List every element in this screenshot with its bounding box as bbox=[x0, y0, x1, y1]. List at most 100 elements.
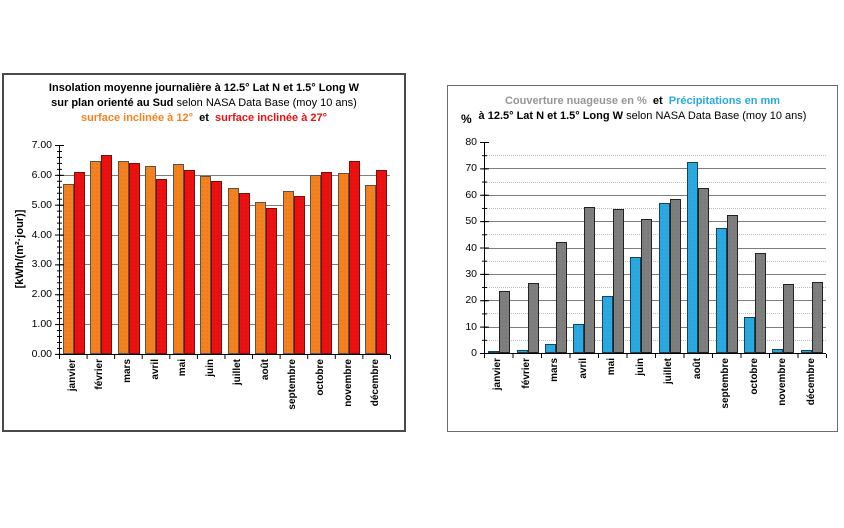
legend-couverture: Couverture nuageuse en % bbox=[504, 95, 647, 107]
bar-octobre-couverture-nuageuse-en- bbox=[755, 252, 766, 353]
y-tick-label-7.00: 7.00 bbox=[31, 139, 52, 151]
month-label-décembre: décembre bbox=[805, 358, 817, 406]
bar-juin-surface-inclin-e-27- bbox=[211, 180, 223, 354]
bar-octobre-surface-inclin-e-12- bbox=[310, 174, 322, 354]
month-label-août: août bbox=[691, 358, 703, 380]
title-et: et bbox=[652, 95, 663, 107]
month-cell-octobre: octobre bbox=[307, 356, 335, 430]
insolation-month-labels: janvier février mars avril mai juin juillet aoû… bbox=[59, 356, 390, 430]
bar-juillet-surface-inclin-e-27- bbox=[238, 192, 250, 354]
month-cell-avril: avril bbox=[570, 355, 599, 429]
bar-décembre-surface-inclin-e-27- bbox=[376, 170, 388, 354]
bar-janvier-couverture-nuageuse-en- bbox=[499, 291, 511, 353]
y-tick-label-10: 10 bbox=[465, 320, 477, 333]
gridline bbox=[484, 339, 826, 341]
gridline bbox=[484, 181, 826, 183]
y-tick-label-50: 50 bbox=[465, 215, 477, 228]
bar-septembre-surface-inclin-e-12- bbox=[282, 191, 294, 354]
legend-surface-27: surface inclinée à 27° bbox=[215, 112, 328, 124]
x-axis-line bbox=[484, 353, 826, 354]
month-label-mai: mai bbox=[606, 358, 618, 376]
bar-avril-pr-cipitations-en-mm bbox=[573, 324, 585, 353]
bar-group-avril bbox=[143, 145, 171, 354]
bar-février-surface-inclin-e-12- bbox=[90, 161, 102, 354]
month-cell-janvier: janvier bbox=[59, 356, 87, 430]
insolation-plot-area bbox=[55, 145, 391, 359]
bars-layer bbox=[60, 145, 390, 354]
bar-janvier-surface-inclin-e-12- bbox=[62, 183, 74, 354]
month-label-décembre: décembre bbox=[370, 359, 382, 407]
bar-group-juin bbox=[198, 145, 226, 354]
bar-group-mai bbox=[599, 142, 627, 353]
bar-group-octobre bbox=[741, 142, 769, 353]
gridline bbox=[484, 168, 826, 170]
bar-décembre-couverture-nuageuse-en- bbox=[811, 281, 823, 353]
gridline bbox=[59, 264, 390, 266]
month-cell-décembre: décembre bbox=[362, 356, 390, 430]
bar-mai-surface-inclin-e-27- bbox=[183, 170, 195, 354]
bar-octobre-pr-cipitations-en-mm bbox=[744, 317, 755, 353]
clouds-precip-plot-area bbox=[480, 142, 827, 358]
month-cell-mai: mai bbox=[598, 355, 627, 429]
y-tick-label-0.00: 0.00 bbox=[31, 348, 52, 360]
gridline bbox=[484, 155, 826, 157]
bar-avril-surface-inclin-e-27- bbox=[156, 179, 168, 354]
bar-décembre-surface-inclin-e-12- bbox=[365, 185, 377, 354]
month-cell-janvier: janvier bbox=[484, 355, 513, 429]
gridline bbox=[484, 326, 826, 328]
bar-septembre-surface-inclin-e-27- bbox=[293, 195, 305, 354]
gridline bbox=[59, 324, 390, 326]
y-tick-label-3.00: 3.00 bbox=[31, 258, 52, 271]
bar-mars-couverture-nuageuse-en- bbox=[556, 242, 568, 353]
bar-mai-couverture-nuageuse-en- bbox=[612, 209, 624, 353]
month-label-février: février bbox=[520, 358, 532, 389]
insolation-title-line1: Insolation moyenne journalière à 12.5° L… bbox=[48, 82, 360, 94]
month-cell-juin: juin bbox=[627, 355, 656, 429]
month-cell-septembre: septembre bbox=[712, 355, 741, 429]
bar-mars-surface-inclin-e-27- bbox=[128, 162, 140, 354]
bar-mars-pr-cipitations-en-mm bbox=[545, 343, 557, 353]
month-label-juin: juin bbox=[634, 358, 646, 376]
gridline bbox=[484, 260, 826, 262]
gridline bbox=[59, 294, 390, 296]
bar-group-juin bbox=[627, 142, 655, 353]
month-cell-mars: mars bbox=[114, 356, 142, 430]
month-label-juillet: juillet bbox=[663, 358, 675, 385]
bar-group-septembre bbox=[280, 145, 308, 354]
bar-novembre-surface-inclin-e-12- bbox=[337, 173, 349, 354]
bar-group-mai bbox=[170, 145, 198, 354]
month-label-avril: avril bbox=[149, 359, 161, 380]
bar-juillet-couverture-nuageuse-en- bbox=[669, 198, 681, 353]
y-tick-label-80: 80 bbox=[465, 136, 477, 148]
gridline bbox=[484, 221, 826, 223]
gridline bbox=[484, 273, 826, 275]
bar-juin-surface-inclin-e-12- bbox=[200, 176, 212, 354]
x-axis-ticks bbox=[59, 355, 391, 359]
month-label-juin: juin bbox=[204, 359, 216, 377]
insolation-legend: surface inclinée à 12° et surface inclin… bbox=[4, 111, 404, 126]
month-label-novembre: novembre bbox=[342, 359, 354, 407]
bar-juin-pr-cipitations-en-mm bbox=[630, 256, 642, 353]
insolation-y-tick-labels: 0.00 1.00 2.00 3.00 4.00 5.00 6.00 7.00 bbox=[4, 139, 54, 360]
month-label-janvier: janvier bbox=[66, 359, 78, 392]
gridline bbox=[484, 247, 826, 249]
bar-août-surface-inclin-e-27- bbox=[266, 207, 278, 354]
bar-group-août bbox=[253, 145, 281, 354]
bar-novembre-pr-cipitations-en-mm bbox=[772, 349, 784, 353]
insolation-chart-title: Insolation moyenne journalière à 12.5° L… bbox=[4, 81, 404, 126]
gridline bbox=[484, 300, 826, 302]
gridline bbox=[484, 207, 826, 209]
bar-group-août bbox=[684, 142, 712, 353]
bar-août-pr-cipitations-en-mm bbox=[687, 161, 699, 353]
month-cell-mars: mars bbox=[541, 355, 570, 429]
bar-juin-couverture-nuageuse-en- bbox=[641, 218, 653, 353]
month-label-octobre: octobre bbox=[314, 359, 326, 396]
gridline bbox=[484, 287, 826, 289]
month-cell-février: février bbox=[513, 355, 542, 429]
gridline bbox=[484, 313, 826, 315]
bar-novembre-surface-inclin-e-27- bbox=[348, 161, 360, 354]
clouds-precip-title-line2: à 12.5° Lat N et 1.5° Long W selon NASA … bbox=[478, 110, 807, 122]
gridline bbox=[484, 194, 826, 196]
bar-décembre-pr-cipitations-en-mm bbox=[800, 350, 812, 353]
